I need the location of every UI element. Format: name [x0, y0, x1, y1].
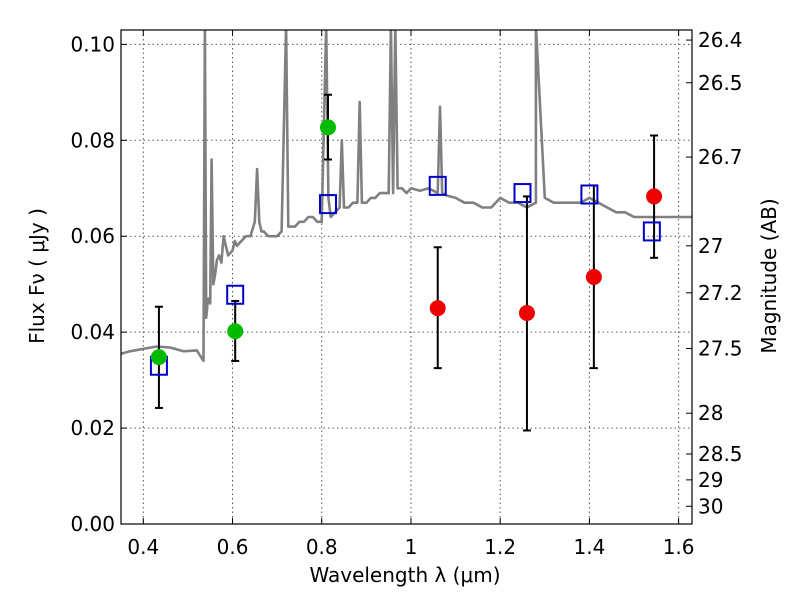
y-axis-label: Flux Fν ( μJy ) [25, 208, 49, 344]
green-data-point [227, 323, 244, 340]
model-photometry-square [642, 221, 661, 242]
right-tick-label: 27.5 [698, 336, 743, 360]
x-tick-label: 1 [405, 535, 418, 559]
right-tick-label: 28.5 [698, 442, 743, 466]
right-tick-label: 27 [698, 234, 723, 258]
right-tick-label: 26.7 [698, 145, 743, 169]
right-tick-label: 27.2 [698, 281, 743, 305]
red-data-point [646, 188, 663, 205]
y-tick-label: 0.08 [70, 128, 115, 152]
model-photometry-square [580, 184, 599, 205]
y-tick-label: 0.02 [70, 416, 115, 440]
tick-layer: 0.4 0.6 0.8 1 1.2 1.4 1.6 0.00 0.02 0.04 0.06 0.08 0… [70, 28, 742, 559]
x-tick-label: 1.6 [663, 535, 695, 559]
spectrum-line [121, 30, 692, 363]
y-tick-label: 0.04 [70, 320, 115, 344]
spectrum-layer [121, 30, 692, 363]
model-photometry-square [513, 183, 532, 204]
marker-layer [149, 119, 663, 376]
model-photometry-square [318, 194, 337, 215]
red-data-point [518, 304, 535, 321]
green-data-point [319, 119, 336, 136]
x-tick-label: 0.6 [217, 535, 249, 559]
right-tick-label: 26.5 [698, 71, 743, 95]
right-axis-label: Magnitude (AB) [757, 198, 781, 353]
red-data-point [429, 300, 446, 317]
errorbar-layer [154, 93, 659, 432]
right-tick-label: 28 [698, 401, 723, 425]
right-tick-label: 30 [698, 494, 723, 518]
plot-frame [120, 29, 693, 525]
x-tick-label: 1.4 [573, 535, 605, 559]
x-tick-label: 0.4 [127, 535, 159, 559]
x-tick-label: 0.8 [306, 535, 338, 559]
right-tick-label: 26.4 [698, 28, 743, 52]
right-tick-label: 29 [698, 468, 723, 492]
y-tick-label: 0.06 [70, 224, 115, 248]
x-tick-label: 1.2 [484, 535, 516, 559]
x-axis-label: Wavelength λ (μm) [309, 563, 500, 587]
model-photometry-square [428, 175, 447, 196]
green-data-point [150, 349, 167, 366]
y-tick-label: 0.00 [70, 512, 115, 536]
red-data-point [585, 269, 602, 285]
model-photometry-square [226, 284, 245, 305]
y-tick-label: 0.10 [70, 32, 115, 56]
